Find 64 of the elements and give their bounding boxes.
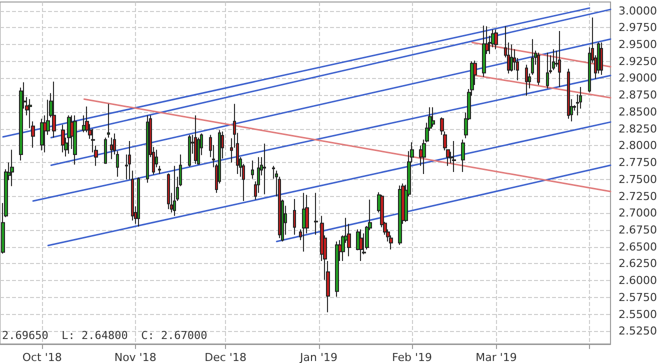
y-tick-label: 2.7500	[618, 172, 658, 186]
candlestick	[61, 124, 65, 153]
y-tick-label: 2.9250	[618, 54, 658, 68]
candlestick	[359, 228, 363, 262]
y-tick-label: 2.5500	[618, 308, 658, 321]
candlestick	[546, 52, 549, 89]
y-tick-label: 2.9500	[618, 38, 658, 51]
candlestick	[335, 240, 339, 298]
x-tick-label: Mar '19	[476, 351, 517, 363]
candlestick	[263, 143, 266, 195]
candlestick	[158, 165, 161, 175]
candlestick	[173, 165, 176, 216]
candlestick	[10, 149, 14, 187]
candlestick	[137, 176, 140, 228]
y-tick-label: 2.9750	[618, 21, 658, 34]
y-tick-label: 2.6000	[618, 274, 658, 288]
candlestick	[194, 114, 197, 164]
candlestick	[110, 137, 113, 160]
candlestick	[146, 114, 149, 184]
x-tick-label: Feb '19	[392, 351, 432, 363]
candlestick	[531, 38, 534, 76]
x-tick-label: Dec '18	[204, 351, 246, 363]
y-tick-label: 2.5250	[618, 324, 658, 338]
y-tick-label: 3.0000	[618, 4, 658, 18]
candlestick	[251, 160, 254, 180]
y-tick-label: 2.9000	[618, 72, 658, 85]
y-tick-label: 2.8000	[618, 139, 658, 152]
y-tick-label: 2.8500	[618, 105, 658, 118]
candlestick	[40, 118, 44, 151]
y-tick-label: 2.7000	[618, 206, 658, 220]
candlestick	[314, 192, 318, 236]
candlestick	[552, 48, 555, 71]
candlestick	[558, 30, 561, 88]
y-tick-label: 2.7250	[618, 190, 658, 203]
candlestick	[52, 81, 56, 138]
candlestick	[494, 29, 498, 50]
candlestick	[510, 44, 513, 72]
y-tick-label: 2.6250	[618, 257, 658, 270]
y-tick-label: 2.5750	[618, 290, 658, 304]
candlestick	[452, 140, 456, 172]
y-tick-label: 2.6500	[618, 240, 658, 254]
x-tick-label: Jan '19	[299, 351, 338, 363]
candlestick	[431, 106, 435, 128]
candlestick	[302, 192, 306, 252]
candlestick	[104, 137, 107, 164]
candlestick	[188, 134, 191, 168]
candlestick	[293, 198, 296, 236]
candlestick	[525, 64, 528, 96]
candlestick	[107, 103, 110, 138]
annotation: 2.69650 L: 2.64800 C: 2.67000	[2, 329, 208, 342]
candlestick	[73, 114, 77, 166]
y-tick-label: 2.6750	[618, 224, 658, 236]
y-tick-label: 2.7750	[618, 156, 658, 170]
y-tick-label: 2.8250	[618, 122, 658, 136]
y-tick-label: 2.8750	[618, 88, 658, 102]
candlestick	[567, 68, 570, 120]
x-tick-label: Oct '18	[22, 351, 62, 363]
candlestick	[167, 172, 170, 210]
candlestick	[482, 25, 486, 78]
candlestick	[537, 52, 540, 86]
candlestick	[461, 139, 465, 172]
candlestick	[67, 114, 71, 154]
x-tick-label: Nov '18	[114, 351, 156, 363]
candlestick	[600, 42, 603, 76]
